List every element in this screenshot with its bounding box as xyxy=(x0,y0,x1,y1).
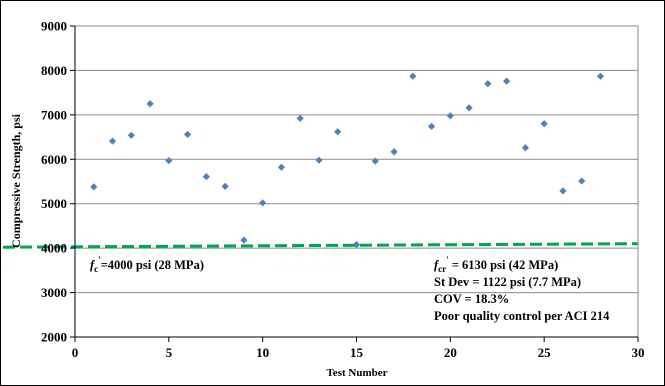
data-point xyxy=(202,173,210,181)
data-point xyxy=(371,157,379,165)
data-point xyxy=(521,144,529,152)
data-point xyxy=(409,72,417,80)
fcr-symbol: f xyxy=(434,258,440,272)
data-point xyxy=(578,177,586,185)
fc-annotation: fc'=4000 psi (28 MPa) xyxy=(90,255,204,274)
data-point xyxy=(596,72,605,80)
data-point xyxy=(427,122,436,131)
data-point xyxy=(259,199,267,207)
tick-labels: 2000 3000 4000 5000 6000 7000 8000 9000 0 5 10 15 20… xyxy=(41,19,645,361)
x-tick-label: 30 xyxy=(632,345,645,360)
data-point xyxy=(540,120,548,128)
data-point xyxy=(127,131,135,139)
fcr-prime: ' xyxy=(446,255,449,265)
data-point xyxy=(503,77,511,85)
data-point xyxy=(559,187,567,195)
x-tick-label: 10 xyxy=(256,345,269,360)
reference-line xyxy=(2,242,639,249)
data-point xyxy=(108,137,117,145)
x-tick-label: 15 xyxy=(350,345,364,360)
x-tick-label: 0 xyxy=(72,345,79,360)
y-tick-label: 3000 xyxy=(41,285,67,300)
data-point xyxy=(90,183,98,191)
data-point xyxy=(184,130,192,139)
y-tick-label: 2000 xyxy=(41,330,67,345)
x-tick-label: 20 xyxy=(444,345,457,360)
x-tick-label: 25 xyxy=(538,345,552,360)
x-tick-label: 5 xyxy=(166,345,173,360)
data-point xyxy=(296,114,304,123)
data-point xyxy=(315,156,323,164)
y-tick-label: 4000 xyxy=(41,241,67,256)
data-points xyxy=(90,72,605,249)
stdev-annotation: St Dev = 1122 psi (7.7 MPa) xyxy=(434,275,581,289)
data-point xyxy=(277,163,286,171)
y-tick-label: 7000 xyxy=(41,107,67,122)
data-point xyxy=(165,157,173,165)
quality-annotation: Poor quality control per ACI 214 xyxy=(434,309,610,323)
data-point xyxy=(352,240,361,249)
plot-area-border xyxy=(74,25,639,338)
fc-value: =4000 psi (28 MPa) xyxy=(101,258,204,272)
axes xyxy=(70,25,639,342)
fc-prime: ' xyxy=(98,255,101,265)
y-tick-label: 9000 xyxy=(41,19,67,34)
fcr-annotation: fcr' = 6130 psi (42 MPa) xyxy=(434,255,558,274)
data-point xyxy=(484,80,492,88)
gridlines xyxy=(75,25,638,294)
data-point xyxy=(146,100,154,108)
y-tick-label: 6000 xyxy=(41,152,67,167)
data-point xyxy=(334,128,342,136)
y-tick-label: 5000 xyxy=(41,196,67,211)
cov-annotation: COV = 18.3% xyxy=(434,292,509,306)
data-point xyxy=(465,104,473,112)
y-axis-title: Compressive Strength, psi xyxy=(9,113,23,248)
x-axis-title: Test Number xyxy=(326,367,387,379)
y-tick-label: 8000 xyxy=(41,63,67,78)
fcr-subscript: cr xyxy=(438,264,446,274)
data-point xyxy=(221,182,229,190)
data-point xyxy=(446,112,454,120)
fc-symbol: f xyxy=(90,258,96,272)
data-point xyxy=(240,236,248,244)
fcr-value: = 6130 psi (42 MPa) xyxy=(449,258,559,272)
data-point xyxy=(390,148,398,156)
fc-subscript: c xyxy=(94,264,98,274)
reference-line-layer xyxy=(2,242,639,249)
